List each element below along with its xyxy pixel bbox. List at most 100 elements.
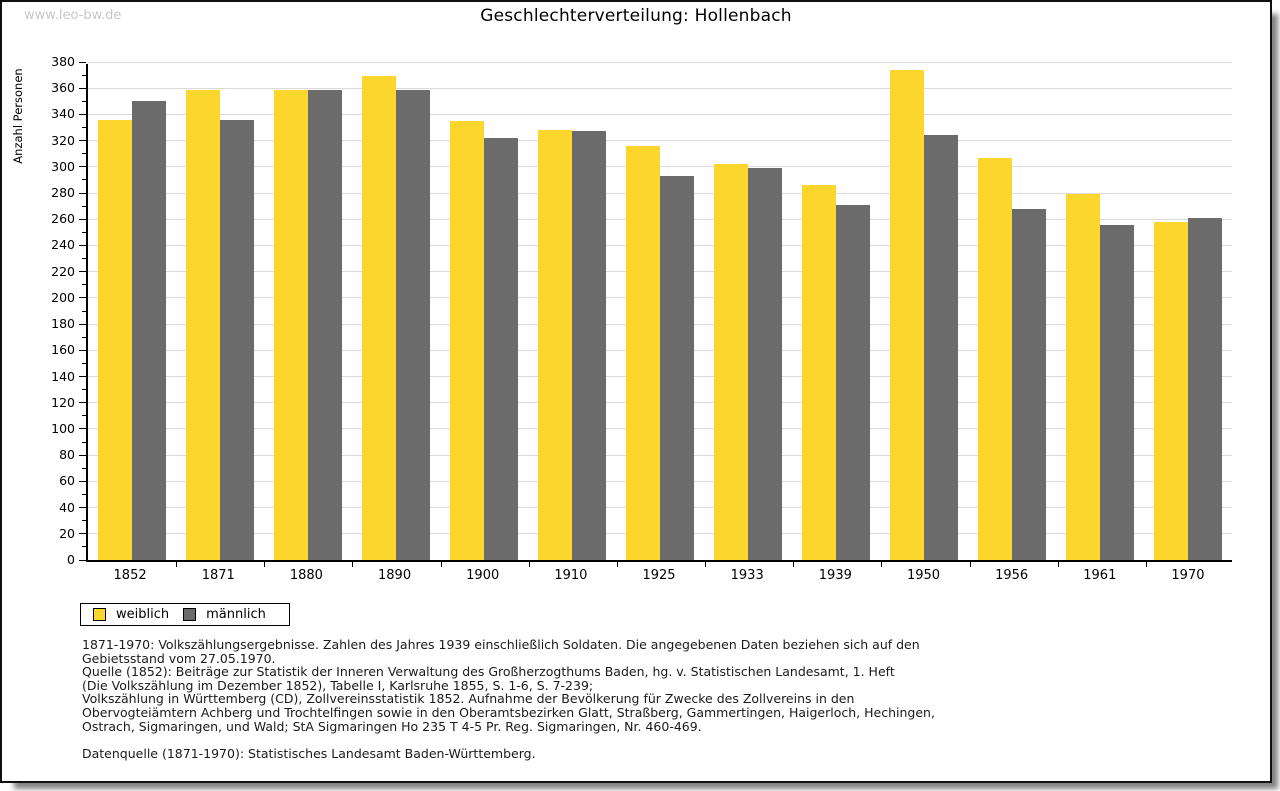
y-minor-tick [82, 336, 86, 338]
x-label-1961: 1961 [1083, 568, 1117, 583]
x-label-1933: 1933 [730, 568, 764, 583]
x-axis-tick [440, 562, 442, 567]
bar-1933-weiblich [714, 164, 748, 560]
footnote-line: Obervogteiämtern Achberg und Trochtelfin… [82, 704, 935, 720]
x-axis-tick [528, 562, 530, 567]
x-axis-tick [352, 562, 354, 567]
y-major-tick [79, 480, 86, 482]
y-major-tick [79, 166, 86, 168]
bar-1900-weiblich [450, 120, 484, 560]
bar-1956-weiblich [978, 157, 1012, 560]
y-tick-label: 140 [51, 368, 75, 384]
bar-1890-weiblich [362, 76, 396, 560]
footnote-line: Volkszählung in Württemberg (CD), Zollve… [82, 691, 855, 707]
bar-group-1852 [88, 64, 176, 560]
bar-groups [88, 64, 1232, 560]
data-source-line: Datenquelle (1871-1970): Statistisches L… [82, 746, 536, 762]
y-tick-label: 320 [51, 132, 75, 148]
y-tick-label: 120 [51, 394, 75, 410]
x-label-1925: 1925 [642, 568, 676, 583]
bar-1925-weiblich [626, 145, 660, 560]
bar-1890-männlich [396, 89, 430, 560]
footnote-line: Quelle (1852): Beiträge zur Statistik de… [82, 664, 895, 680]
x-label-1852: 1852 [113, 568, 147, 583]
bar-1970-männlich [1188, 217, 1222, 560]
y-minor-tick [82, 153, 86, 155]
y-major-tick [79, 244, 86, 246]
y-minor-tick [82, 258, 86, 260]
gridline [88, 113, 1232, 115]
bar-group-1961 [1056, 64, 1144, 560]
y-tick-label: 200 [51, 289, 75, 305]
x-axis-tick [176, 562, 178, 567]
y-tick-label: 20 [59, 525, 75, 541]
y-major-tick [79, 507, 86, 509]
y-minor-tick [82, 389, 86, 391]
bar-group-1939 [792, 64, 880, 560]
bar-1880-weiblich [274, 89, 308, 560]
bar-1970-weiblich [1154, 221, 1188, 560]
y-axis-title: Anzahl Personen [11, 68, 25, 164]
gridline [88, 140, 1232, 142]
y-tick-label: 360 [51, 80, 75, 96]
legend-item-maennlich: männlich [183, 607, 266, 622]
bar-1939-männlich [836, 204, 870, 560]
x-axis-tick [793, 562, 795, 567]
y-tick-label: 280 [51, 185, 75, 201]
x-label-1880: 1880 [289, 568, 323, 583]
footnote-line: Ostrach, Sigmaringen, und Wald; StA Sigm… [82, 718, 702, 734]
x-label-1910: 1910 [554, 568, 588, 583]
footnote-block: 1871-1970: Volkszählungsergebnisse. Zahl… [82, 638, 1202, 761]
y-major-tick [79, 218, 86, 220]
y-tick-label: 180 [51, 316, 75, 332]
weiblich-swatch-icon [93, 608, 106, 621]
y-minor-tick [82, 362, 86, 364]
footnote-line: 1871-1970: Volkszählungsergebnisse. Zahl… [82, 637, 920, 652]
y-major-tick [79, 61, 86, 63]
y-minor-tick [82, 205, 86, 207]
y-major-tick [79, 533, 86, 535]
bar-1910-männlich [572, 131, 606, 560]
bar-1950-männlich [924, 135, 958, 560]
bar-1871-weiblich [186, 89, 220, 560]
y-minor-tick [82, 415, 86, 417]
y-major-tick [79, 349, 86, 351]
maennlich-swatch-icon [183, 608, 197, 621]
x-label-1871: 1871 [201, 568, 235, 583]
gridline [88, 166, 1232, 168]
legend-item-weiblich: weiblich [93, 607, 169, 622]
y-minor-tick [82, 520, 86, 522]
y-tick-label: 220 [51, 263, 75, 279]
bar-1939-weiblich [802, 185, 836, 560]
x-axis-tick [705, 562, 707, 567]
y-major-tick [79, 402, 86, 404]
bar-group-1950 [880, 64, 968, 560]
y-tick-label: 0 [67, 552, 75, 567]
bar-1925-männlich [660, 176, 694, 560]
y-tick-label: 240 [51, 237, 75, 253]
x-label-1950: 1950 [906, 568, 941, 583]
y-minor-tick [82, 467, 86, 469]
y-minor-tick [82, 231, 86, 233]
bar-group-1871 [176, 64, 264, 560]
y-tick-label: 100 [51, 420, 75, 436]
y-tick-label: 380 [51, 54, 75, 69]
y-major-tick [79, 87, 86, 89]
legend-box: weiblich männlich [80, 603, 290, 626]
y-minor-tick [82, 127, 86, 129]
gridline [88, 61, 1232, 63]
x-axis-tick [969, 562, 971, 567]
y-minor-tick [82, 441, 86, 443]
legend-label-maennlich: männlich [206, 607, 266, 622]
plot-area: 0 20 40 60 80 100 120 140 160 180 200 220 240 260 280 3… [51, 54, 1232, 567]
y-tick-label: 160 [51, 342, 75, 358]
y-minor-tick [82, 74, 86, 76]
bar-1950-weiblich [890, 69, 924, 560]
y-minor-tick [82, 546, 86, 548]
bar-1900-männlich [484, 138, 518, 560]
legend-label-weiblich: weiblich [116, 607, 170, 622]
x-axis-labels: 1852 1871 1880 1890 1900 1910 1925 1933 1939 1950… [86, 568, 1232, 583]
bar-1910-weiblich [538, 130, 572, 560]
bar-1871-männlich [220, 119, 254, 560]
bar-group-1970 [1144, 64, 1232, 560]
